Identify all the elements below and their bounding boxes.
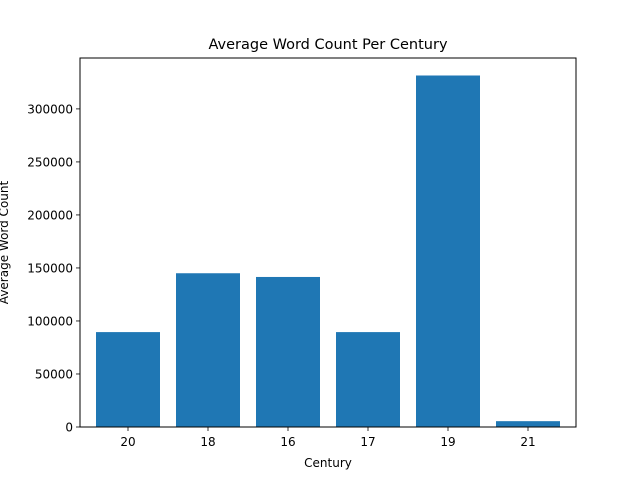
y-axis-label: Average Word Count [0,181,11,305]
y-tick-label: 150000 [27,261,73,275]
y-tick-label: 50000 [35,367,73,381]
y-tick-label: 300000 [27,102,73,116]
x-tick-label: 19 [440,435,455,449]
x-tick-label: 18 [200,435,215,449]
bars-layer [96,75,560,427]
y-axis-ticks: 0 50000 100000 150000 200000 250000 300000 [27,102,80,435]
x-axis-ticks: 20 18 16 17 19 21 [120,427,536,449]
x-tick-label: 17 [360,435,375,449]
bar-17 [336,332,400,427]
plot-frame [79,57,577,428]
bar-19 [416,75,480,427]
bar-18 [176,273,240,427]
bar-21 [496,421,560,427]
axes-layer [79,57,577,428]
chart-title: Average Word Count Per Century [208,37,447,53]
x-tick-label: 20 [120,435,135,449]
y-tick-label: 100000 [27,314,73,328]
y-tick-label: 250000 [27,155,73,169]
x-tick-label: 21 [520,435,535,449]
y-tick-label: 0 [65,421,73,435]
bar-16 [256,276,320,427]
bar-20 [96,332,160,427]
y-tick-label: 200000 [27,208,73,222]
x-tick-label: 16 [280,435,295,449]
x-axis-label: Century [304,456,352,470]
